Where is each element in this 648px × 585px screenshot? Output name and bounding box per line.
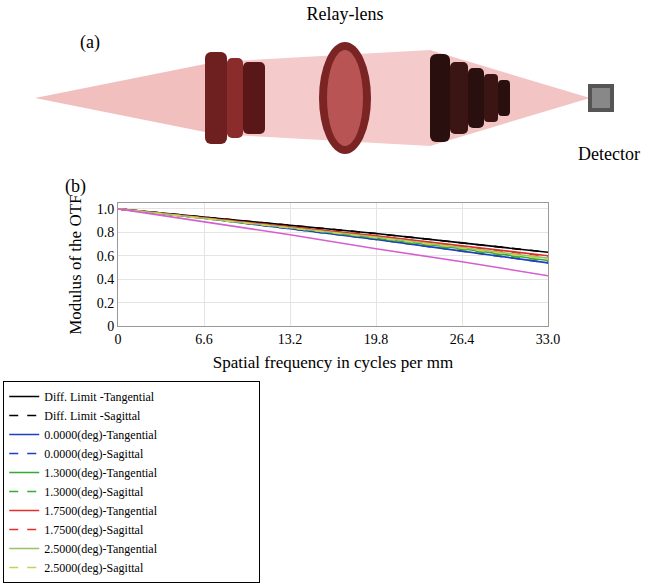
svg-text:1.3000(deg)-Sagittal: 1.3000(deg)-Sagittal xyxy=(44,485,144,499)
svg-text:19.8: 19.8 xyxy=(364,332,389,347)
svg-text:0.0000(deg)-Tangential: 0.0000(deg)-Tangential xyxy=(44,428,157,442)
svg-text:Diff. Limit -Tangential: Diff. Limit -Tangential xyxy=(44,390,155,404)
svg-text:2.5000(deg)-Tangential: 2.5000(deg)-Tangential xyxy=(44,542,157,556)
svg-text:13.2: 13.2 xyxy=(278,332,303,347)
svg-text:33.0: 33.0 xyxy=(536,332,561,347)
svg-text:26.4: 26.4 xyxy=(450,332,475,347)
svg-text:Modulus of the OTF: Modulus of the OTF xyxy=(66,195,85,335)
svg-text:0.0000(deg)-Sagittal: 0.0000(deg)-Sagittal xyxy=(44,447,144,461)
svg-text:0.4: 0.4 xyxy=(97,272,115,287)
svg-text:0: 0 xyxy=(107,319,114,334)
svg-text:1.3000(deg)-Tangential: 1.3000(deg)-Tangential xyxy=(44,466,157,480)
svg-text:0: 0 xyxy=(115,332,122,347)
svg-text:1.7500(deg)-Tangential: 1.7500(deg)-Tangential xyxy=(44,504,157,518)
svg-text:(a): (a) xyxy=(80,32,100,53)
svg-text:Diff. Limit -Sagittal: Diff. Limit -Sagittal xyxy=(44,409,141,423)
svg-text:0.6: 0.6 xyxy=(97,249,115,264)
svg-text:6.6: 6.6 xyxy=(195,332,213,347)
svg-text:1.7500(deg)-Sagittal: 1.7500(deg)-Sagittal xyxy=(44,523,144,537)
svg-text:Spatial frequency in cycles pe: Spatial frequency in cycles per mm xyxy=(213,353,453,372)
svg-text:1.0: 1.0 xyxy=(97,202,115,217)
svg-text:0.2: 0.2 xyxy=(97,296,115,311)
svg-text:(b): (b) xyxy=(65,176,86,197)
svg-text:0.8: 0.8 xyxy=(97,225,115,240)
svg-text:Detector: Detector xyxy=(578,144,640,164)
svg-text:2.5000(deg)-Sagittal: 2.5000(deg)-Sagittal xyxy=(44,561,144,575)
svg-text:Relay-lens: Relay-lens xyxy=(307,4,384,24)
